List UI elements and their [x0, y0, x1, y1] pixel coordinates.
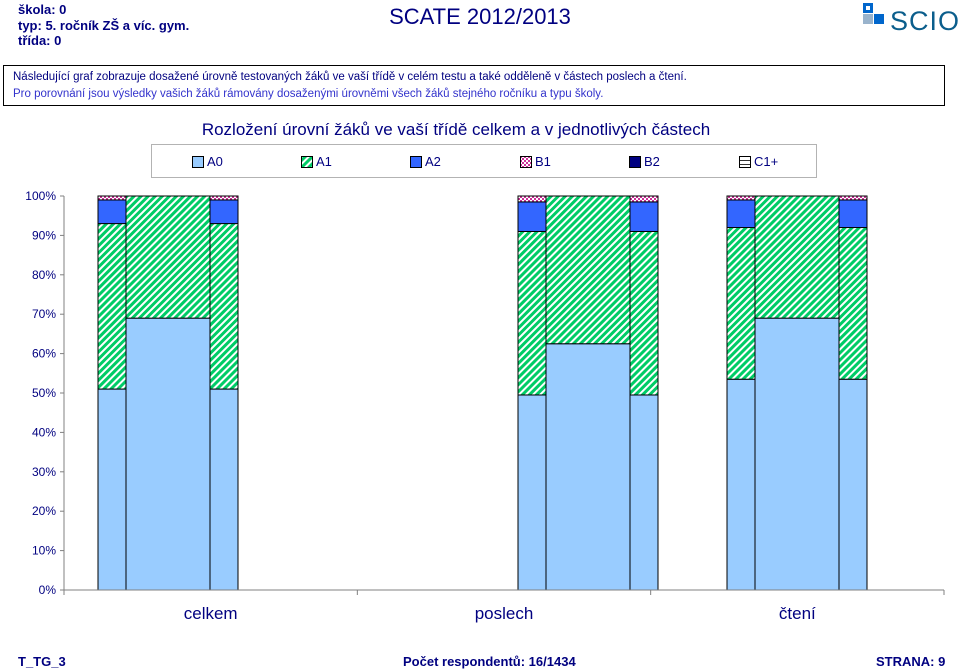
bar-segment-b1	[517, 195, 547, 203]
legend-item-b1: B1	[520, 154, 551, 169]
chart-legend: A0 A1 A2 B1 B2 C1+	[151, 144, 817, 178]
bar-segment-a1	[125, 195, 211, 319]
bar-segment-a0	[629, 394, 659, 591]
legend-label-a0: A0	[207, 154, 223, 169]
bar-segment-a0	[125, 317, 211, 591]
bar-segment-b1	[209, 195, 239, 201]
bar-segment-a0	[726, 378, 756, 591]
bar-segment-a0	[545, 343, 631, 591]
bar-segment-a0	[838, 378, 868, 591]
bars-layer	[97, 195, 868, 591]
bar-segment-a2	[838, 199, 868, 229]
y-tick-label: 60%	[32, 347, 56, 361]
legend-swatch-b2	[629, 155, 641, 168]
legend-label-b1: B1	[535, 154, 551, 169]
class-label: třída: 0	[18, 33, 62, 48]
legend-swatch-c1	[739, 155, 751, 168]
y-tick-label: 90%	[32, 228, 56, 242]
legend-label-a2: A2	[425, 154, 441, 169]
y-tick-label: 40%	[32, 425, 56, 439]
footer-respondents: Počet respondentů: 16/1434	[403, 654, 576, 669]
legend-swatch-a2	[410, 155, 422, 168]
y-axis: 0% 10% 20% 30% 40% 50% 60% 70% 80% 90% 100%	[25, 189, 65, 597]
bar-segment-a2	[726, 199, 756, 229]
bar-segment-a0	[754, 317, 840, 591]
bar-segment-a2	[97, 199, 127, 225]
bar-group-0	[97, 195, 239, 591]
y-tick-label: 50%	[32, 386, 56, 400]
y-tick-label: 30%	[32, 465, 56, 479]
bar-segment-a1	[209, 223, 239, 390]
bar-segment-b1	[629, 195, 659, 203]
x-category-label: poslech	[475, 604, 534, 623]
school-type-label: typ: 5. ročník ZŠ a víc. gym.	[18, 17, 190, 33]
bar-group-2	[726, 195, 868, 591]
bar-segment-b1	[726, 195, 756, 201]
y-tick-label: 70%	[32, 307, 56, 321]
bar-segment-a1	[517, 230, 547, 396]
info-box: Následující graf zobrazuje dosažené úrov…	[3, 65, 945, 106]
legend-label-c1: C1+	[754, 154, 779, 169]
legend-label-b2: B2	[644, 154, 660, 169]
bar-segment-a2	[629, 201, 659, 232]
scio-logo: SCIO	[863, 3, 960, 34]
y-tick-label: 20%	[32, 504, 56, 518]
bar-group-1	[517, 195, 659, 591]
bar-segment-a1	[97, 223, 127, 390]
bar-segment-a1	[838, 227, 868, 380]
bar-segment-a2	[517, 201, 547, 232]
bar-segment-b1	[97, 195, 127, 201]
y-tick-label: 10%	[32, 544, 56, 558]
legend-item-c1: C1+	[739, 154, 778, 169]
legend-swatch-a0	[192, 155, 204, 168]
y-tick-label: 0%	[39, 583, 57, 597]
logo-text: SCIO	[890, 6, 960, 34]
school-info: škola: 0 typ: 5. ročník ZŠ a víc. gym. t…	[18, 2, 189, 49]
school-label: škola: 0	[18, 2, 67, 17]
legend-swatch-b1	[520, 155, 532, 168]
bar-segment-a2	[209, 199, 239, 225]
y-tick-label: 80%	[32, 268, 56, 282]
bar-segment-a1	[754, 195, 840, 319]
legend-item-a0: A0	[192, 154, 223, 169]
legend-item-a2: A2	[410, 154, 441, 169]
info-line-1: Následující graf zobrazuje dosažené úrov…	[13, 71, 687, 83]
footer-code: T_TG_3	[18, 654, 66, 669]
bar-segment-a1	[726, 227, 756, 380]
bar-segment-a0	[97, 388, 127, 591]
page-title: SCATE 2012/2013	[389, 4, 571, 29]
legend-item-b2: B2	[629, 154, 660, 169]
bar-segment-b1	[838, 195, 868, 201]
footer-page: STRANA: 9	[876, 654, 946, 669]
x-axis: celkem poslech čtení	[63, 589, 945, 623]
y-tick-label: 100%	[25, 189, 56, 203]
chart-title: Rozložení úrovní žáků ve vaší třídě celk…	[201, 120, 711, 139]
x-category-label: celkem	[184, 604, 238, 623]
bar-segment-a1	[545, 195, 631, 345]
x-category-label: čtení	[779, 604, 816, 623]
legend-swatch-a1	[301, 155, 313, 168]
legend-label-a1: A1	[316, 154, 332, 169]
legend-item-a1: A1	[301, 154, 332, 169]
bar-segment-a1	[629, 230, 659, 396]
info-line-2: Pro porovnání jsou výsledky vašich žáků …	[13, 88, 604, 100]
bar-segment-a0	[209, 388, 239, 591]
bar-segment-a0	[517, 394, 547, 591]
